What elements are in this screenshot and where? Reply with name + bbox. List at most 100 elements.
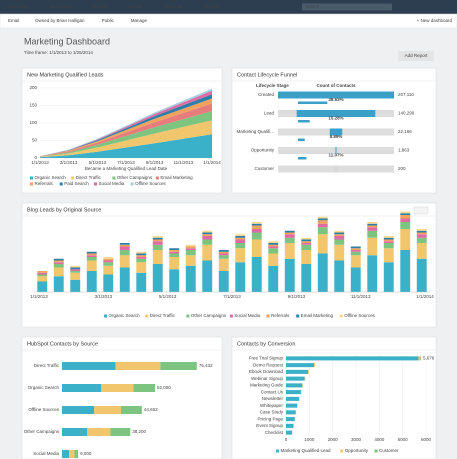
bar-segment [87, 428, 111, 436]
legend-swatch [104, 314, 107, 318]
add-report-button[interactable] [398, 51, 434, 61]
x-tick-label: 7/1/2013 [223, 294, 241, 299]
category-label: Other Campaigns [24, 429, 60, 434]
nav-item[interactable]: Marketing [8, 4, 28, 9]
bar-segment [334, 244, 345, 261]
legend-swatch [145, 314, 149, 318]
bar-segment [86, 260, 97, 271]
bar-segment [86, 253, 97, 256]
new-dashboard[interactable]: + New dashboard [417, 18, 453, 23]
rate-label: 38.63% [328, 97, 343, 102]
bar-segment [350, 267, 361, 292]
bar-segment [119, 250, 130, 256]
x-tick-label: 11/1/2013 [173, 160, 193, 165]
toolbar-item[interactable]: Public [102, 18, 115, 23]
toolbar-item[interactable]: Owned by Brian Halligan [35, 18, 85, 23]
bar-segment [218, 255, 229, 259]
total-label: 9,000 [80, 451, 92, 456]
x-tick-label: 3/1/2013 [95, 294, 113, 299]
bar-segment [317, 223, 328, 228]
bar-segment [86, 271, 97, 292]
panel-title: HubSpot Contacts by Source [27, 341, 98, 347]
category-label: Social Media [33, 451, 59, 456]
legend-label: Customer [379, 448, 399, 453]
bar-segment [86, 251, 97, 254]
legend-swatch [229, 314, 233, 318]
legend-label: Direct Traffic [76, 175, 102, 180]
bar-segment [334, 230, 345, 233]
y-tick-label: 50 [32, 138, 38, 143]
legend-label: Organic Search [109, 313, 141, 318]
x-tick-label: 6000 [421, 437, 432, 442]
bar-segment [334, 236, 345, 240]
bar-segment [416, 258, 427, 292]
bar-segment [383, 243, 394, 249]
value-label: 5,676 [423, 356, 435, 361]
x-tick-label: 7/1/2013 [117, 160, 135, 165]
bar-segment [235, 248, 246, 263]
bar-segment [286, 376, 305, 381]
category-label: Whitepaper [260, 403, 284, 408]
nav-item[interactable]: Social [129, 4, 141, 9]
bar-segment [367, 230, 378, 238]
category-label: Marketing Guide [250, 383, 284, 388]
bar-segment [301, 243, 312, 245]
bar-segment [110, 428, 131, 436]
bar-segment [119, 246, 130, 250]
bar-segment [136, 257, 147, 259]
bar-segment [202, 232, 213, 235]
panel-title: New Marketing Qualified Leads [27, 72, 104, 78]
bar-segment [286, 363, 314, 368]
bar-segment [268, 253, 279, 266]
rate-bar [298, 120, 310, 123]
nav-item[interactable]: Content [92, 4, 109, 9]
bar-segment [62, 428, 88, 436]
bar-segment [185, 246, 196, 249]
bar-segment [286, 396, 300, 401]
bar-segment [185, 255, 196, 266]
total-label: 52,000 [157, 385, 171, 390]
bar-segment [136, 272, 147, 292]
bar-segment [37, 281, 48, 292]
bar-segment [86, 257, 97, 261]
rate-label: 8.89% [330, 134, 343, 139]
legend-label: Paid Search [64, 181, 89, 186]
category-label: Pricing Page [257, 416, 283, 421]
nav-item[interactable]: Dashboard [50, 4, 73, 9]
bar-segment [350, 255, 361, 268]
bar-segment [202, 244, 213, 261]
bar-segment [268, 243, 279, 245]
bar-segment [103, 260, 114, 263]
legend-label: Other Campaigns [117, 175, 153, 180]
bar-segment [367, 223, 378, 226]
panel-title: Contact Lifecycle Funnel [237, 72, 297, 78]
category-label: Newsletter [262, 396, 284, 401]
nav-item[interactable]: Reports [204, 4, 221, 9]
bar-segment [334, 239, 345, 245]
x-tick-label: 4000 [374, 437, 385, 442]
bar-segment [115, 362, 161, 370]
x-tick-label: 3000 [351, 437, 362, 442]
bar-segment [301, 237, 312, 240]
bar-segment [334, 232, 345, 235]
bar-segment [169, 257, 180, 270]
search-box[interactable] [302, 3, 392, 11]
options-button[interactable] [413, 206, 429, 215]
category-label: Organic Search [28, 385, 60, 390]
panel [21, 336, 223, 459]
bar-segment [152, 236, 163, 238]
bar-segment [103, 262, 114, 266]
nav-item[interactable]: Contacts [164, 4, 183, 9]
bar-segment [367, 237, 378, 256]
bar-segment [62, 406, 95, 414]
toolbar-item[interactable]: Manage [131, 18, 148, 23]
bar-segment [334, 234, 345, 236]
legend-swatch [30, 176, 33, 180]
legend-label: Referrals [35, 181, 54, 186]
bar-segment [152, 250, 163, 264]
bar-segment [235, 262, 246, 292]
x-tick-label: 5/1/2013 [89, 160, 107, 165]
toolbar-item[interactable]: Email [8, 18, 19, 23]
bar-segment [235, 234, 246, 236]
